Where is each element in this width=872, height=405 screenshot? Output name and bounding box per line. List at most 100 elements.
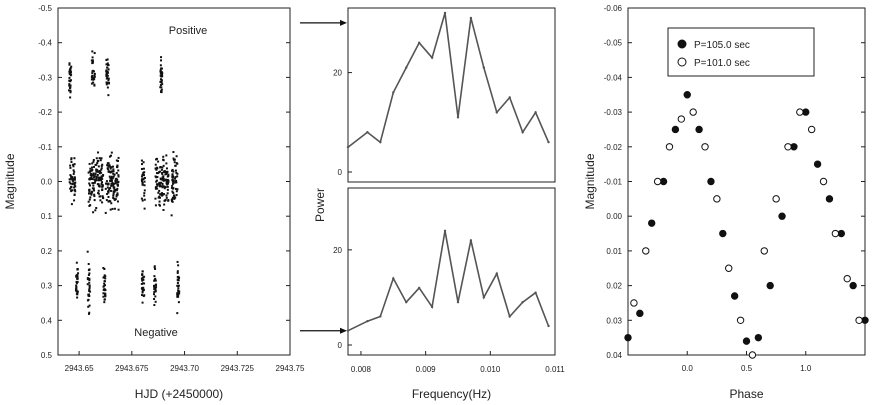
spectrum-point (534, 291, 537, 294)
data-point (74, 185, 77, 188)
data-point (107, 195, 110, 198)
data-point (116, 183, 119, 186)
data-point (97, 192, 100, 195)
data-point (155, 180, 158, 183)
data-point (161, 83, 164, 86)
data-point (159, 74, 162, 77)
x-tick-label: 0.009 (416, 365, 437, 374)
data-point (73, 182, 76, 185)
data-point (165, 172, 168, 175)
data-point (73, 184, 76, 187)
data-point (161, 173, 164, 176)
spectrum-point (366, 320, 369, 323)
data-point (103, 282, 106, 285)
y-tick-label: 20 (333, 69, 342, 78)
data-point (70, 175, 73, 178)
data-point (88, 279, 91, 282)
data-point (89, 167, 92, 170)
data-point (92, 81, 95, 84)
open-data-point (819, 177, 828, 186)
data-point (114, 178, 117, 181)
data-point (175, 155, 178, 158)
data-point (167, 180, 170, 183)
data-point (72, 172, 75, 175)
filled-data-point (671, 125, 680, 134)
open-data-point (843, 274, 851, 283)
data-point (143, 275, 146, 278)
data-point (73, 178, 76, 181)
data-point (92, 187, 95, 190)
data-point (155, 157, 158, 160)
spectrum-point (379, 140, 382, 144)
y-tick-label: 0.03 (606, 316, 622, 325)
data-point (107, 168, 110, 171)
data-point (101, 185, 104, 188)
data-point (89, 196, 92, 199)
data-point (100, 182, 103, 185)
y-tick-label: 0.4 (41, 316, 53, 325)
data-point (101, 174, 104, 177)
data-point (88, 184, 91, 187)
spectrum-point (392, 91, 395, 94)
spectrum-point (469, 16, 473, 20)
data-point (142, 172, 145, 175)
data-point (154, 197, 157, 200)
data-point (86, 250, 89, 253)
x-tick-label: 0.0 (682, 364, 694, 373)
filled-data-point (849, 281, 857, 290)
data-point (71, 189, 74, 192)
data-point (87, 305, 90, 308)
data-point (105, 63, 108, 66)
data-point (87, 293, 90, 296)
data-point (93, 72, 96, 75)
data-point (105, 81, 108, 84)
data-point (172, 157, 175, 160)
data-point (154, 277, 157, 280)
data-point (162, 209, 165, 212)
data-point (140, 277, 143, 280)
data-point (160, 81, 163, 84)
data-point (69, 90, 72, 93)
spectrum-frame (347, 7, 556, 183)
data-point (143, 194, 146, 197)
legend-open-marker (677, 57, 687, 67)
data-point (110, 202, 113, 205)
data-point (159, 86, 162, 89)
data-point (170, 214, 173, 217)
data-point (93, 189, 96, 192)
data-point (103, 284, 106, 287)
data-point (140, 163, 143, 166)
data-point (107, 200, 110, 203)
data-point (88, 277, 91, 280)
data-point (175, 171, 178, 174)
open-data-point (701, 143, 709, 151)
data-point (158, 182, 161, 185)
data-point (105, 182, 108, 185)
spectrum-point (443, 11, 447, 15)
spectrum-point (405, 300, 408, 304)
data-point (171, 200, 174, 203)
data-point (172, 170, 175, 173)
data-point (101, 195, 104, 198)
data-point (104, 277, 107, 280)
data-point (162, 185, 165, 188)
data-point (104, 187, 107, 190)
data-point (103, 288, 106, 291)
data-point (171, 178, 174, 181)
filled-data-point (695, 125, 703, 134)
x-tick-label: 2943.70 (170, 364, 199, 373)
data-point (160, 181, 163, 184)
y-axis-label: Magnitude (3, 153, 17, 209)
y-tick-label: 0 (338, 168, 343, 177)
data-point (117, 180, 120, 183)
data-point (96, 161, 99, 164)
data-point (154, 289, 157, 292)
data-point (167, 199, 170, 202)
data-point (143, 207, 146, 210)
data-point (93, 199, 96, 202)
data-point (92, 160, 95, 163)
data-point (87, 171, 90, 174)
data-point (75, 292, 78, 295)
spectrum-point (495, 111, 498, 114)
data-point (92, 211, 95, 214)
